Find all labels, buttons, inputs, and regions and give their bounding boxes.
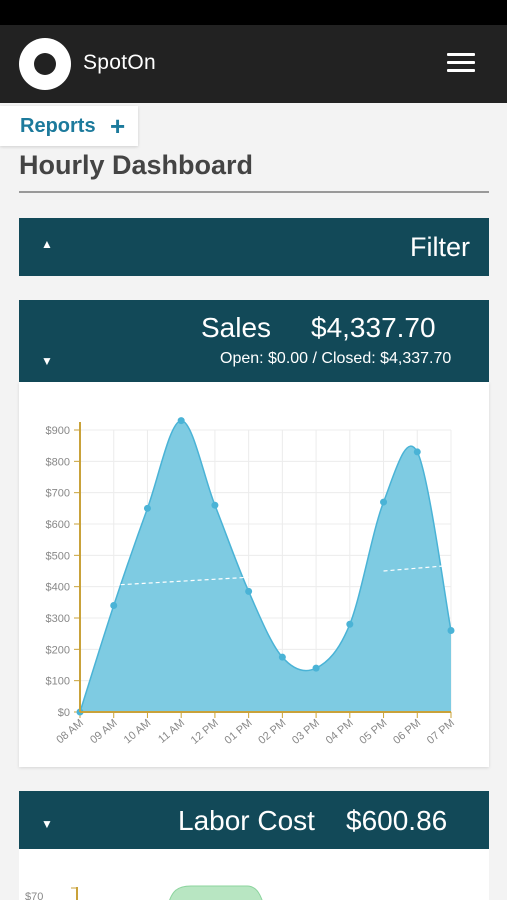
y-tick-label: $700 xyxy=(46,488,70,500)
labor-y-tick: $70 xyxy=(25,891,43,900)
data-point xyxy=(278,653,286,661)
y-tick-label: $100 xyxy=(46,676,70,688)
reports-label: Reports xyxy=(20,115,96,137)
labor-chart-card: $70 xyxy=(19,849,489,900)
sales-area-line xyxy=(79,419,452,713)
x-tick-label: 01 PM xyxy=(222,717,254,747)
data-point xyxy=(143,504,151,512)
trend-line xyxy=(383,564,452,572)
data-point xyxy=(110,601,118,609)
y-tick-label: $900 xyxy=(46,425,70,437)
sales-area-fill xyxy=(80,420,451,712)
top-app-bar: SpotOn xyxy=(0,25,507,103)
y-tick-label: $400 xyxy=(46,582,70,594)
labor-title: Labor Cost xyxy=(178,805,315,836)
status-bar xyxy=(0,0,507,25)
x-tick-label: 08 AM xyxy=(54,717,86,746)
labor-chart: $70 xyxy=(25,885,263,900)
x-tick-label: 04 PM xyxy=(324,717,356,747)
filter-toggle[interactable]: ▲ Filter xyxy=(19,218,489,276)
spoton-logo-icon[interactable] xyxy=(19,38,71,90)
x-tick-label: 07 PM xyxy=(425,717,457,747)
y-tick-label: $500 xyxy=(46,550,70,562)
data-point xyxy=(211,501,219,509)
reports-tab[interactable]: Reports + xyxy=(0,106,138,146)
data-point xyxy=(413,448,421,456)
y-tick-label: $300 xyxy=(46,613,70,625)
sales-amount: $4,337.70 xyxy=(311,312,436,343)
x-tick-label: 10 AM xyxy=(122,717,154,746)
x-tick-label: 11 AM xyxy=(156,717,187,746)
caret-down-icon[interactable]: ▼ xyxy=(41,354,53,368)
data-point xyxy=(177,417,185,425)
y-tick-label: $600 xyxy=(46,519,70,531)
brand-name: SpotOn xyxy=(83,51,157,74)
x-tick-label: 02 PM xyxy=(256,717,288,747)
filter-label: Filter xyxy=(410,232,470,262)
y-tick-label: $0 xyxy=(58,707,70,719)
sales-chart-card: $0 $100 $200 $300 $400 $500 $600 $700 $800 $900 08… xyxy=(19,382,489,767)
sales-panel-header[interactable]: ▼ Sales $4,337.70 Open: $0.00 / Closed: … xyxy=(19,300,489,382)
data-point xyxy=(346,620,354,628)
x-tick-label: 12 PM xyxy=(189,717,221,747)
hamburger-menu-icon[interactable] xyxy=(444,49,478,77)
x-tick-label: 03 PM xyxy=(290,717,322,747)
x-tick-label: 05 PM xyxy=(357,717,389,747)
labor-area xyxy=(169,885,263,900)
x-tick-label: 06 PM xyxy=(391,717,423,747)
labor-panel-header[interactable]: ▼ Labor Cost $600.86 xyxy=(19,791,489,849)
caret-down-icon[interactable]: ▼ xyxy=(41,817,53,831)
data-point xyxy=(447,627,455,635)
data-point xyxy=(245,587,253,595)
data-point xyxy=(380,498,388,506)
y-tick-label: $800 xyxy=(46,456,70,468)
caret-up-icon: ▲ xyxy=(41,237,53,251)
x-tick-label: 09 AM xyxy=(88,717,120,746)
trend-line xyxy=(113,576,249,586)
labor-amount: $600.86 xyxy=(346,805,448,836)
sales-title: Sales xyxy=(201,312,272,343)
sales-breakdown: Open: $0.00 / Closed: $4,337.70 xyxy=(220,350,452,367)
title-divider xyxy=(19,191,489,193)
sales-area-chart: $0 $100 $200 $300 $400 $500 $600 $700 $800 $900 08… xyxy=(46,417,457,747)
data-point xyxy=(312,664,320,672)
add-report-icon[interactable]: + xyxy=(110,111,126,141)
y-tick-label: $200 xyxy=(46,644,70,656)
page-title: Hourly Dashboard xyxy=(19,150,254,180)
